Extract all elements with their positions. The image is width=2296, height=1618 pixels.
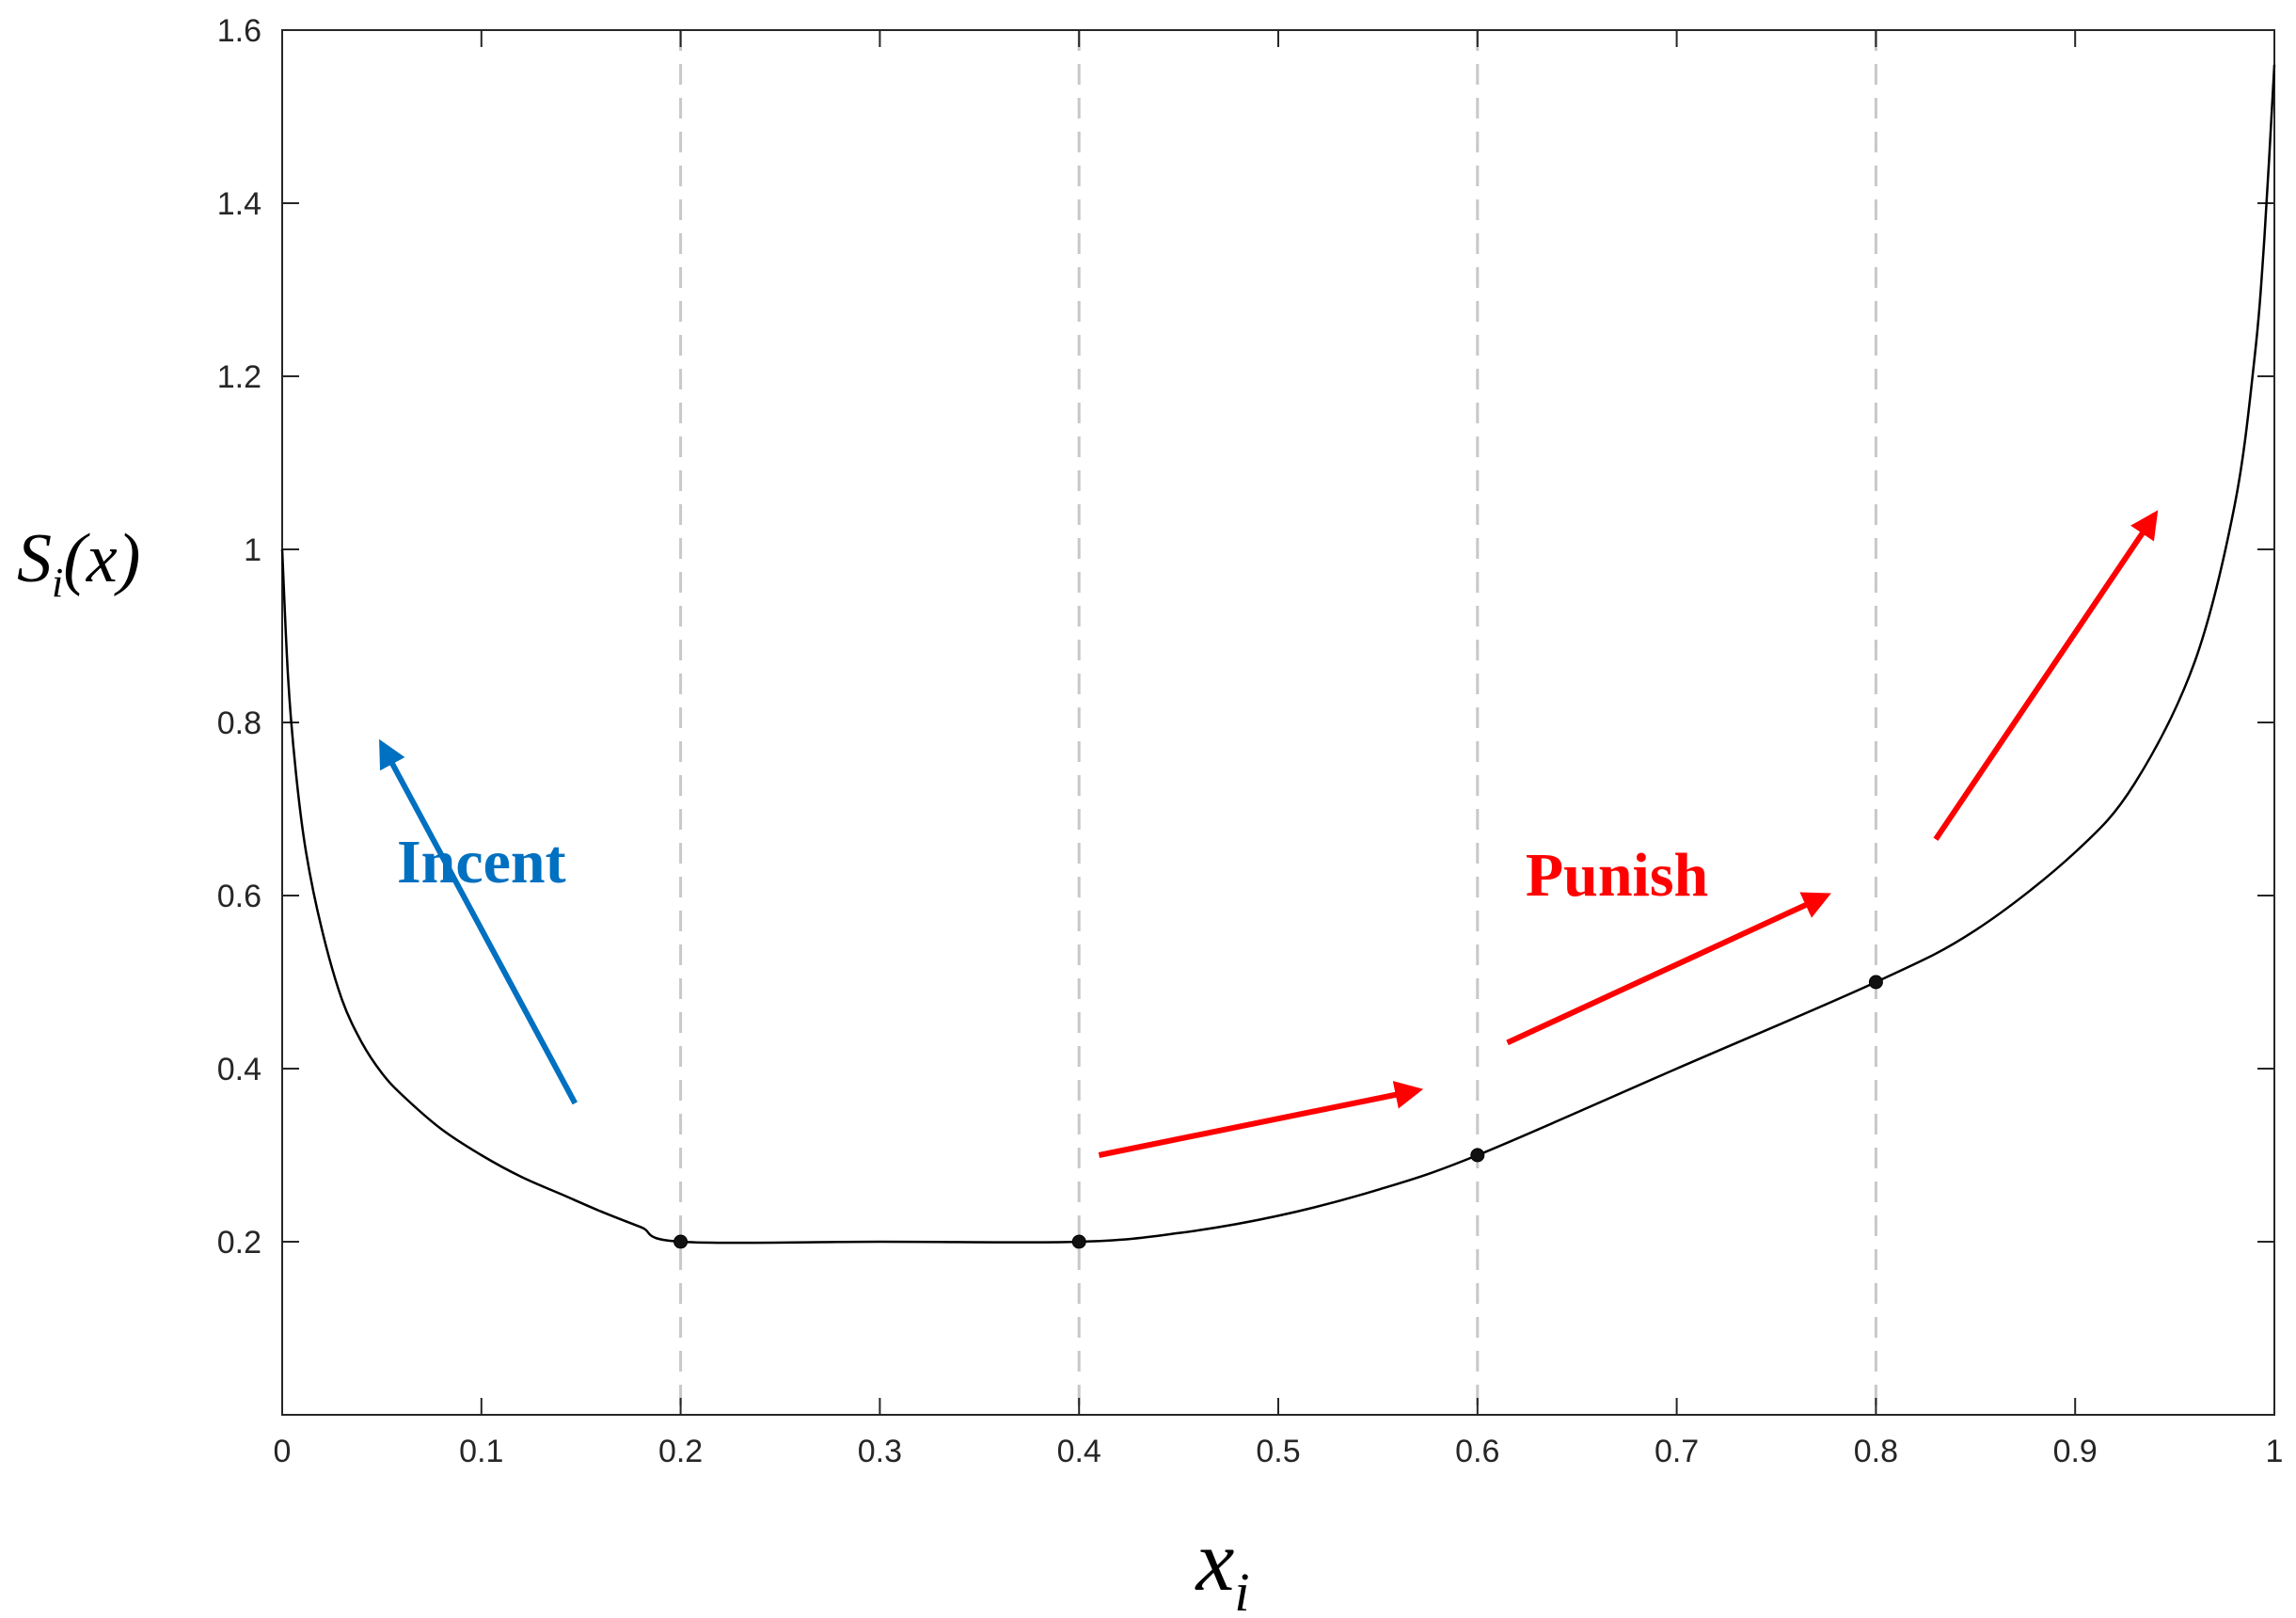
dashed-reference-lines — [679, 30, 1877, 1415]
marker-point-2 — [1470, 1148, 1485, 1163]
x-tick-label-2: 0.2 — [658, 1434, 703, 1469]
y-axis-ticks: 0.2 0.4 0.6 0.8 1 1.2 1.4 1.6 — [217, 13, 2274, 1261]
y-tick-label-3: 0.8 — [217, 706, 261, 741]
y-tick-label-2: 0.6 — [217, 879, 261, 914]
annotation-arrow-3 — [1933, 510, 2159, 841]
x-tick-label-4: 0.4 — [1057, 1434, 1101, 1469]
marker-group — [673, 975, 1883, 1249]
annotation-arrow-1 — [1098, 1081, 1424, 1158]
annotation-arrow-0 — [379, 738, 578, 1105]
series-group — [280, 64, 2276, 1245]
series-line-0 — [280, 64, 2276, 1245]
annotation-label-0: Incent — [397, 828, 566, 896]
plot-area — [282, 30, 2274, 1415]
y-axis-label-subscript: i — [52, 560, 63, 606]
x-tick-label-6: 0.6 — [1455, 1434, 1499, 1469]
annotation-label-1: Punish — [1526, 841, 1708, 910]
x-tick-label-3: 0.3 — [858, 1434, 902, 1469]
y-axis-label-suffix: (x) — [63, 520, 140, 597]
y-axis-label: Si(x) — [17, 520, 140, 606]
x-tick-label-5: 0.5 — [1256, 1434, 1300, 1469]
x-tick-label-9: 0.9 — [2053, 1434, 2098, 1469]
x-axis-ticks: 0 0.1 0.2 0.3 0.4 0.5 0.6 0.7 0.8 0.9 1 — [274, 30, 2284, 1469]
arrow-group — [379, 510, 2159, 1158]
x-tick-label-10: 1 — [2266, 1434, 2284, 1469]
marker-point-3 — [1868, 975, 1883, 990]
x-axis-label: xi — [1195, 1513, 1250, 1618]
marker-point-0 — [673, 1234, 689, 1249]
marker-point-1 — [1071, 1234, 1086, 1249]
y-tick-label-7: 1.6 — [217, 13, 261, 49]
x-tick-label-0: 0 — [274, 1434, 292, 1469]
x-tick-label-8: 0.8 — [1854, 1434, 1898, 1469]
annotation-group: Incent Punish — [397, 828, 1708, 910]
x-tick-label-7: 0.7 — [1655, 1434, 1699, 1469]
y-tick-label-0: 0.2 — [217, 1225, 261, 1261]
x-axis-label-subscript: i — [1234, 1562, 1249, 1618]
annotation-arrow-2 — [1506, 892, 1831, 1046]
y-tick-label-1: 0.4 — [217, 1052, 261, 1087]
x-tick-label-1: 0.1 — [459, 1434, 503, 1469]
y-axis-label-prefix: S — [17, 520, 52, 597]
x-axis-label-main: x — [1195, 1513, 1235, 1609]
y-tick-label-5: 1.2 — [217, 359, 261, 395]
y-tick-label-6: 1.4 — [217, 186, 261, 222]
y-tick-label-4: 1 — [244, 532, 261, 568]
